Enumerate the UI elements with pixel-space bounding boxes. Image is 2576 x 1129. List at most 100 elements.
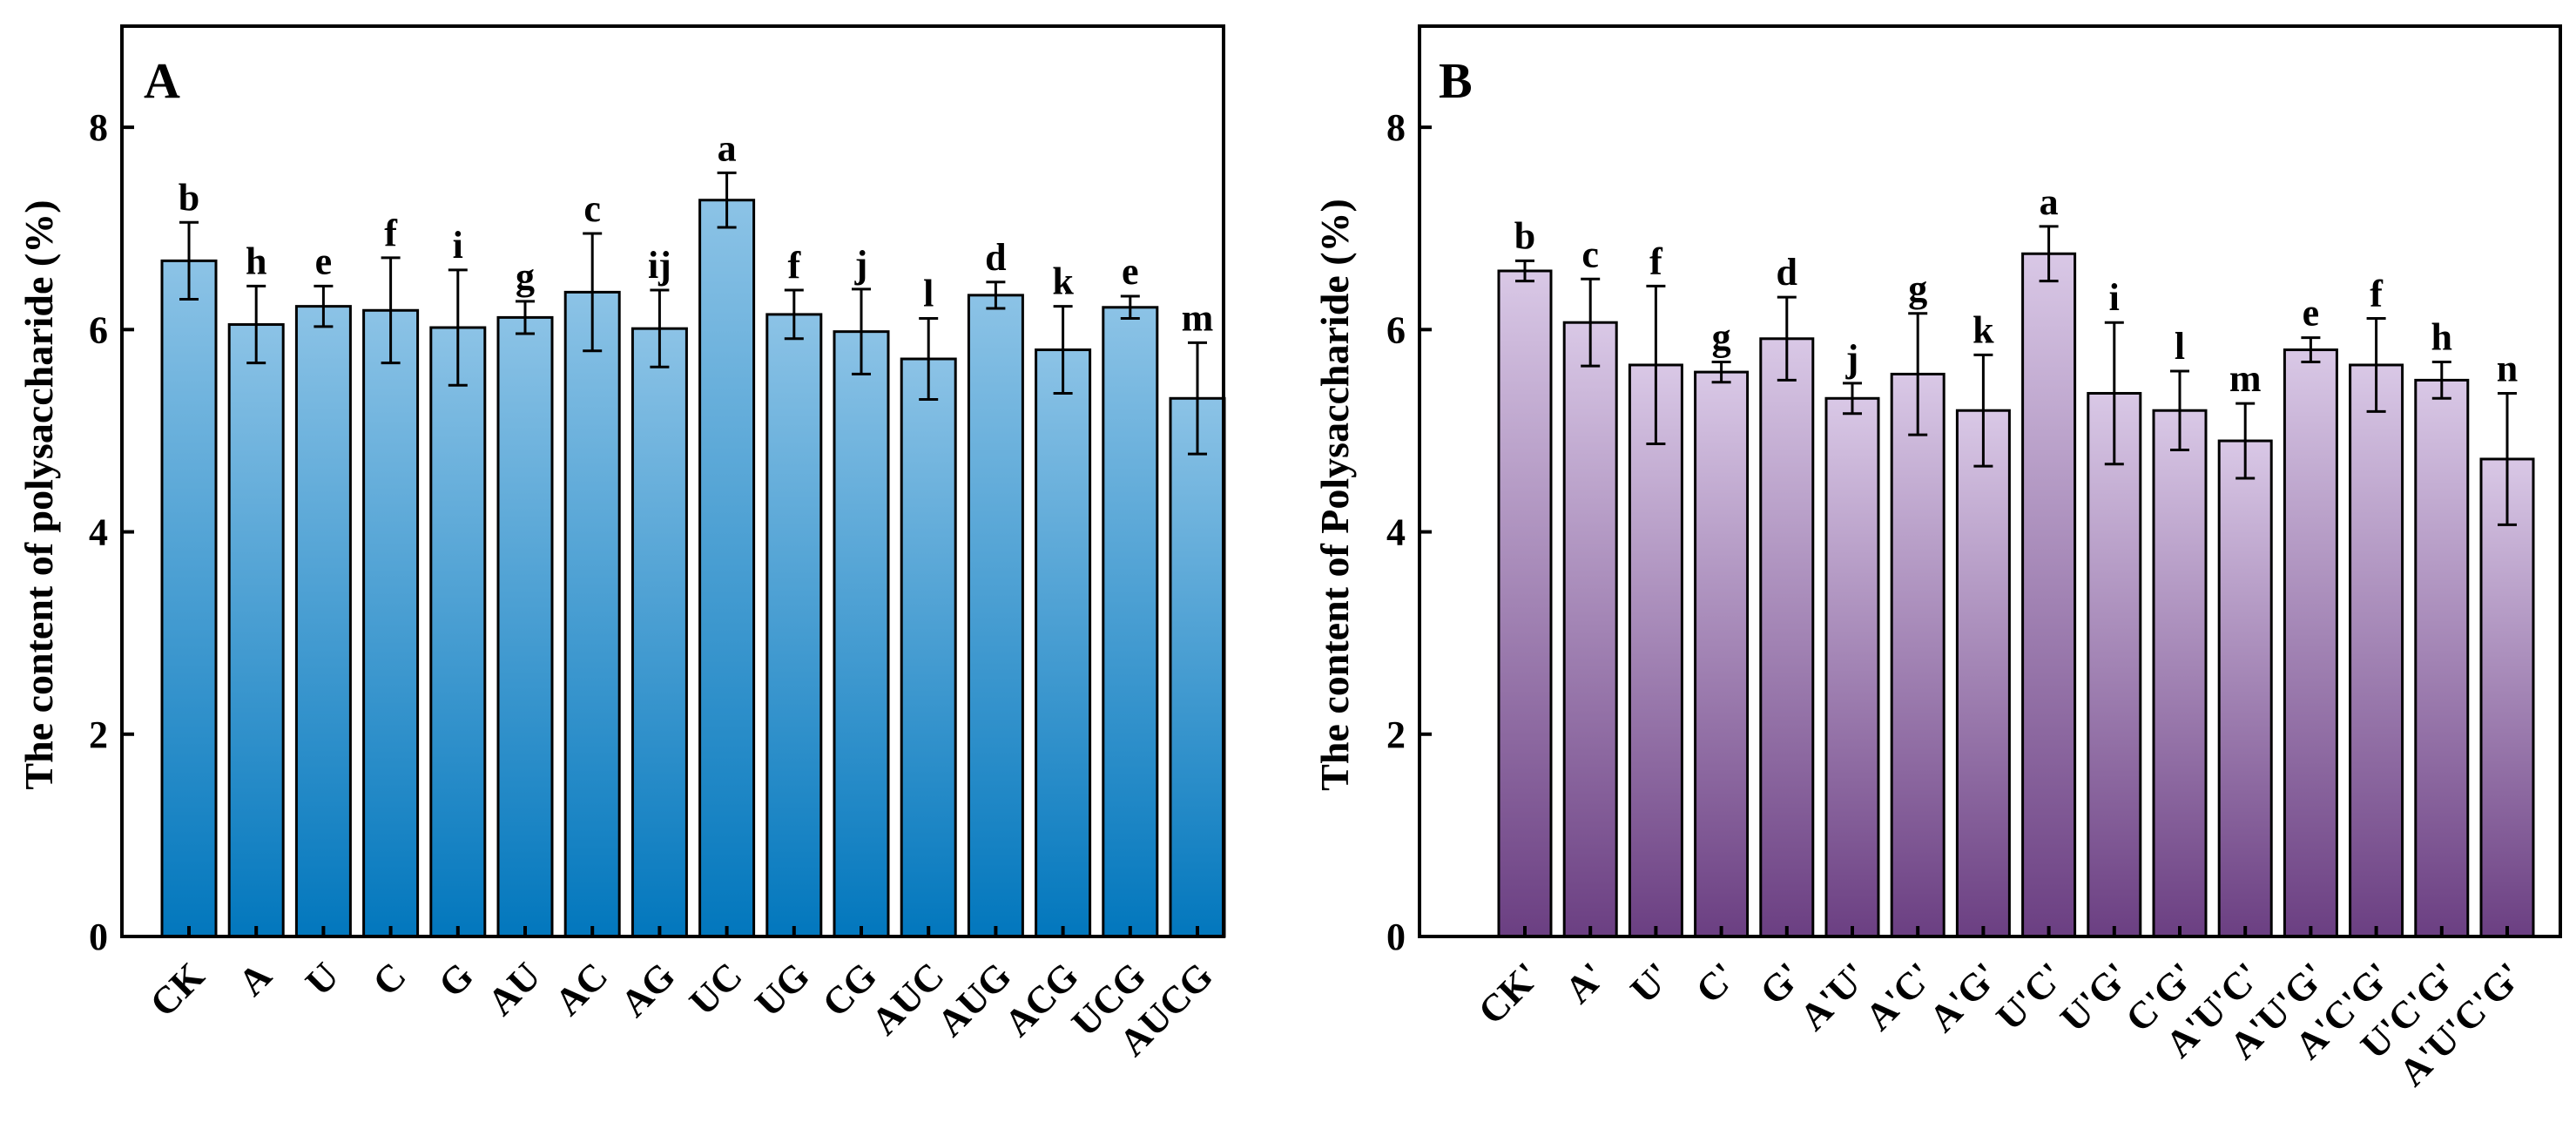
significance-label-b-0: b <box>1514 214 1535 257</box>
category-label-b-0: CK' <box>1470 954 1548 1032</box>
significance-label-a-3: f <box>384 212 398 254</box>
category-label-a-1: A <box>230 954 280 1004</box>
bar-a-12 <box>967 294 1024 938</box>
bar-b-9 <box>2087 391 2142 938</box>
chart-panel-a: The content of polysaccharide (%) A 0 2 4 6… <box>17 24 1226 1065</box>
bar-a-7 <box>631 327 688 938</box>
bar-b-13 <box>2349 363 2404 938</box>
significance-label-a-11: l <box>923 273 934 315</box>
bar-a-3 <box>362 308 420 938</box>
bar-a-14 <box>1102 306 1159 938</box>
bar-a-0 <box>160 259 218 938</box>
significance-label-a-7: ij <box>648 244 671 287</box>
bar-b-5 <box>1824 396 1880 938</box>
bar-b-8 <box>2021 252 2077 938</box>
category-label-a-8: UC <box>681 954 751 1024</box>
category-label-a-2: U <box>297 954 347 1004</box>
significance-label-a-15: m <box>1182 296 1214 339</box>
significance-label-a-1: h <box>246 240 266 282</box>
category-label-a-11: AUC <box>863 954 952 1043</box>
chart-panel-b: The content of Polysaccharide (%) B 0 2 4 6… <box>1312 24 2562 1094</box>
category-label-a-3: C <box>365 954 415 1004</box>
y-tick-label-a-6: 6 <box>89 308 108 351</box>
bar-b-1 <box>1562 321 1618 938</box>
significance-label-a-9: f <box>787 244 801 287</box>
significance-label-b-9: i <box>2109 276 2120 319</box>
y-axis-title-a: The content of polysaccharide (%) <box>17 199 61 789</box>
significance-label-b-6: g <box>1908 267 1927 310</box>
category-label-b-9: U'G' <box>2052 954 2138 1040</box>
bar-a-13 <box>1035 348 1092 938</box>
significance-label-a-12: d <box>985 236 1006 279</box>
y-tick-label-a-4: 4 <box>89 511 108 554</box>
bar-b-10 <box>2152 409 2208 938</box>
bar-b-0 <box>1497 269 1553 938</box>
bar-a-8 <box>698 199 756 938</box>
significance-label-a-10: j <box>854 243 868 286</box>
chart-marks-a: 02468bCKhAeUfCiGgAUcACijAGaUCfUGjCGlAUCd… <box>89 106 1226 1065</box>
bar-b-11 <box>2217 439 2273 938</box>
significance-label-a-0: b <box>179 176 199 219</box>
y-tick-label-a-2: 2 <box>89 713 108 756</box>
panel-label-b: B <box>1439 52 1473 109</box>
bar-b-7 <box>1955 409 2011 938</box>
bar-a-5 <box>496 315 554 938</box>
category-label-a-7: AG <box>612 954 683 1024</box>
significance-label-b-3: g <box>1712 315 1731 358</box>
bar-a-10 <box>833 330 890 938</box>
category-label-b-3: C' <box>1688 954 1745 1011</box>
category-label-a-13: ACG <box>996 954 1087 1044</box>
y-tick-label-b-0: 0 <box>1386 916 1406 958</box>
y-tick-label-a-8: 8 <box>89 106 108 149</box>
y-tick-label-b-2: 2 <box>1386 713 1406 756</box>
bar-a-15 <box>1169 396 1226 938</box>
bar-a-6 <box>563 290 621 938</box>
significance-label-b-15: n <box>2497 347 2518 389</box>
y-tick-label-a-0: 0 <box>89 916 108 958</box>
significance-label-a-13: k <box>1052 260 1074 303</box>
category-label-a-9: UG <box>747 954 818 1024</box>
significance-label-b-7: k <box>1972 308 1994 351</box>
significance-label-a-8: a <box>718 126 737 169</box>
category-label-b-7: A'G' <box>1921 954 2007 1040</box>
category-label-a-5: AU <box>479 954 549 1024</box>
category-label-b-2: U' <box>1622 954 1680 1011</box>
y-tick-label-b-4: 4 <box>1386 511 1406 554</box>
bar-a-2 <box>294 305 352 938</box>
significance-label-b-8: a <box>2040 180 2059 223</box>
significance-label-b-1: c <box>1581 233 1599 275</box>
significance-label-b-2: f <box>1649 240 1663 282</box>
significance-label-b-5: j <box>1845 337 1859 380</box>
bar-b-2 <box>1628 363 1683 938</box>
y-axis-title-b: The content of Polysaccharide (%) <box>1312 199 1357 791</box>
bar-b-12 <box>2283 348 2338 938</box>
bar-a-4 <box>429 326 487 938</box>
significance-label-b-12: e <box>2303 292 2320 335</box>
significance-label-a-6: c <box>583 187 601 230</box>
y-tick-label-b-6: 6 <box>1386 308 1406 351</box>
significance-label-b-13: f <box>2370 273 2384 315</box>
significance-label-a-14: e <box>1122 250 1139 293</box>
bar-b-15 <box>2479 457 2535 938</box>
significance-label-a-4: i <box>453 224 463 267</box>
bar-a-1 <box>227 323 285 938</box>
bar-b-3 <box>1694 370 1750 938</box>
significance-label-b-4: d <box>1777 251 1797 294</box>
plot-frame-b <box>1418 24 2562 938</box>
bar-a-11 <box>900 357 957 938</box>
category-label-a-12: AUG <box>929 954 1020 1044</box>
bar-b-4 <box>1759 337 1815 938</box>
chart-marks-b: 02468bCK'cA'fU'gC'dG'jA'U'gA'C'kA'G'aU'C… <box>1386 106 2535 1094</box>
category-label-b-6: A'C' <box>1857 954 1941 1038</box>
bar-b-14 <box>2414 378 2470 938</box>
plot-frame-a <box>120 24 1225 938</box>
category-label-a-0: CK <box>142 954 212 1024</box>
significance-label-b-10: l <box>2175 325 2185 368</box>
category-label-a-4: G <box>430 954 482 1005</box>
y-tick-label-b-8: 8 <box>1386 106 1406 149</box>
significance-label-b-11: m <box>2229 357 2262 400</box>
category-label-b-8: U'C' <box>1988 954 2073 1038</box>
bar-b-6 <box>1890 372 1945 938</box>
panel-label-a: A <box>144 52 180 109</box>
